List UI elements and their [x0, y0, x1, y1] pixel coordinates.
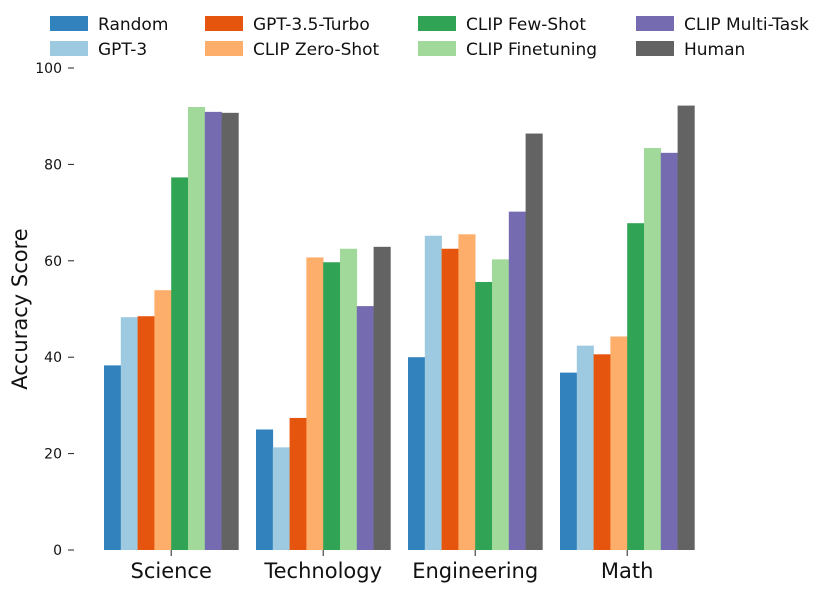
bar-math-gpt-3-5-turbo	[593, 354, 611, 550]
bar-engineering-clip-few-shot	[475, 282, 493, 550]
legend-swatch	[50, 41, 88, 56]
x-axis: Science Technology Engineering Math	[130, 550, 653, 583]
y-tick-label: 40	[44, 350, 62, 366]
y-tick-label: 60	[44, 254, 62, 270]
legend-swatch	[636, 41, 674, 56]
legend-item: CLIP Finetuning	[418, 40, 597, 60]
bar-science-gpt-3-5-turbo	[137, 316, 155, 550]
bar-technology-gpt-3-5-turbo	[289, 417, 307, 550]
legend-swatch	[205, 41, 243, 56]
y-tick-label: 100	[35, 61, 62, 77]
x-tick-label: Science	[130, 559, 211, 583]
legend-swatch	[418, 41, 456, 56]
bar-science-gpt-3	[120, 317, 138, 550]
bar-engineering-gpt-3	[424, 235, 442, 550]
bar-technology-clip-finetuning	[340, 248, 358, 550]
bar-science-clip-zero-shot	[154, 290, 172, 550]
bar-math-clip-multi-task	[660, 152, 678, 550]
x-tick-label: Technology	[263, 559, 382, 583]
bar-engineering-clip-zero-shot	[458, 234, 476, 551]
bar-math-clip-zero-shot	[610, 336, 628, 550]
legend-label: GPT-3	[98, 40, 147, 60]
bar-science-human	[221, 112, 239, 551]
bar-engineering-clip-multi-task	[508, 211, 526, 551]
bar-technology-random	[256, 429, 274, 550]
y-tick-label: 0	[53, 543, 62, 559]
legend-label: Human	[684, 40, 745, 60]
bar-technology-clip-multi-task	[356, 306, 374, 550]
bar-engineering-clip-finetuning	[492, 259, 510, 550]
x-tick-label: Engineering	[412, 559, 538, 583]
legend-item: CLIP Few-Shot	[418, 15, 586, 35]
legend-label: CLIP Finetuning	[466, 40, 597, 60]
bar-science-clip-few-shot	[171, 177, 189, 550]
y-axis-label: Accuracy Score	[8, 228, 32, 389]
bar-technology-clip-few-shot	[323, 262, 341, 550]
bars	[104, 105, 695, 551]
bar-math-random	[560, 372, 578, 550]
legend-label: CLIP Zero-Shot	[253, 40, 380, 60]
y-tick-label: 20	[44, 447, 62, 463]
bar-math-gpt-3	[576, 345, 594, 550]
bar-math-clip-finetuning	[644, 148, 662, 550]
y-tick-label: 80	[44, 157, 62, 173]
legend-swatch	[636, 16, 674, 31]
bar-science-random	[104, 365, 122, 550]
x-tick-label: Math	[601, 559, 654, 583]
legend: Random GPT-3 GPT-3.5-Turbo CLIP Zero-Shot CL…	[50, 15, 809, 60]
legend-item: CLIP Multi-Task	[636, 15, 809, 35]
legend-swatch	[418, 16, 456, 31]
bar-technology-gpt-3	[272, 447, 290, 550]
legend-item: GPT-3	[50, 40, 147, 60]
bar-math-clip-few-shot	[627, 223, 645, 551]
bar-engineering-human	[525, 133, 543, 550]
legend-label: Random	[98, 15, 168, 35]
legend-item: Human	[636, 40, 745, 60]
bar-engineering-random	[408, 357, 426, 550]
y-axis: 0 20 40 60 80 100	[35, 61, 74, 559]
legend-label: GPT-3.5-Turbo	[253, 15, 370, 35]
bar-science-clip-finetuning	[188, 107, 206, 551]
legend-swatch	[205, 16, 243, 31]
bar-science-clip-multi-task	[204, 111, 222, 550]
legend-item: CLIP Zero-Shot	[205, 40, 380, 60]
bar-engineering-gpt-3-5-turbo	[441, 248, 459, 550]
legend-item: GPT-3.5-Turbo	[205, 15, 370, 35]
legend-label: CLIP Few-Shot	[466, 15, 586, 35]
legend-label: CLIP Multi-Task	[684, 15, 809, 35]
legend-item: Random	[50, 15, 168, 35]
bar-math-human	[677, 105, 695, 550]
bar-technology-human	[373, 246, 391, 550]
legend-swatch	[50, 16, 88, 31]
bar-technology-clip-zero-shot	[306, 257, 324, 550]
